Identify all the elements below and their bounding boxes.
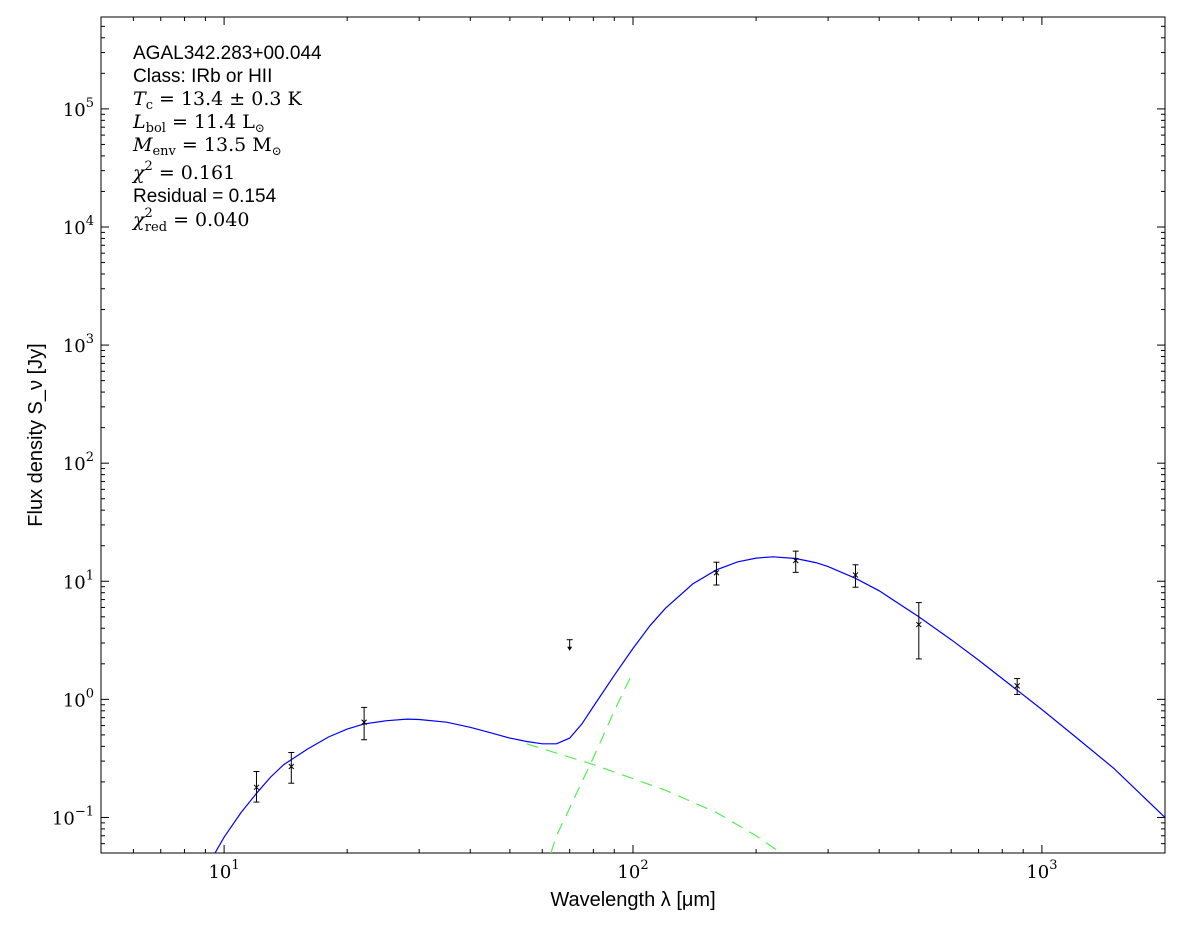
data-point-cross bbox=[288, 763, 295, 770]
class-label: Class: IRb or HII bbox=[133, 66, 272, 87]
data-point-cross bbox=[1014, 683, 1021, 689]
data-point bbox=[792, 557, 799, 564]
model-component-line bbox=[526, 743, 782, 853]
data-point bbox=[1014, 683, 1021, 689]
data-point bbox=[361, 719, 367, 726]
data-point bbox=[852, 572, 859, 578]
y-tick-label-1e1: 101 bbox=[63, 568, 94, 593]
fit-annotations: AGAL342.283+00.044 Class: IRb or HII Tc … bbox=[131, 43, 322, 235]
y-tick-label-1e5: 105 bbox=[63, 96, 94, 121]
x-tick-label-1000: 103 bbox=[1026, 858, 1057, 883]
upper-limit-arrow bbox=[567, 646, 573, 651]
axis-ticks bbox=[100, 16, 1166, 854]
y-tick-label-1e3: 103 bbox=[63, 332, 94, 357]
chi-squared-label: χ2 = 0.161 bbox=[131, 159, 235, 184]
data-points bbox=[253, 550, 1021, 803]
data-point bbox=[288, 763, 295, 770]
data-point bbox=[253, 784, 260, 791]
data-point-cross bbox=[792, 557, 799, 564]
x-axis-label: Wavelength λ [μm] bbox=[550, 889, 715, 911]
reduced-chi-squared-label: χ2 red = 0.040 bbox=[131, 206, 249, 235]
model-component-line bbox=[550, 671, 634, 853]
data-point bbox=[915, 621, 922, 628]
temperature-label: Tc = 13.4 ± 0.3 K bbox=[133, 88, 303, 113]
y-tick-label-1e0: 100 bbox=[63, 686, 94, 711]
y-tick-label-1e4: 104 bbox=[63, 214, 94, 239]
y-tick-label-1e-1: 10−1 bbox=[52, 804, 94, 829]
luminosity-label: Lbol = 11.4 L⊙ bbox=[132, 111, 265, 136]
data-point-cross bbox=[713, 569, 720, 576]
envelope-mass-label: Menv = 13.5 M⊙ bbox=[132, 134, 282, 159]
y-axis-label: Flux density S_ν [Jy] bbox=[25, 343, 47, 526]
x-tick-labels: 101 102 103 bbox=[208, 858, 1057, 883]
data-point bbox=[713, 569, 720, 576]
x-tick-label-100: 102 bbox=[617, 858, 648, 883]
series-layer bbox=[214, 556, 1165, 853]
data-point-cross bbox=[253, 784, 260, 791]
y-tick-labels: 10−1 100 101 102 103 104 105 bbox=[52, 96, 94, 830]
data-point-cross bbox=[852, 572, 859, 578]
y-tick-label-1e2: 102 bbox=[63, 450, 94, 475]
total-fit-line bbox=[214, 556, 1165, 853]
data-point-cross bbox=[915, 621, 922, 628]
data-point-cross bbox=[361, 719, 367, 726]
source-name: AGAL342.283+00.044 bbox=[133, 43, 322, 64]
residual-label: Residual = 0.154 bbox=[133, 186, 277, 207]
x-tick-label-10: 101 bbox=[208, 858, 239, 883]
